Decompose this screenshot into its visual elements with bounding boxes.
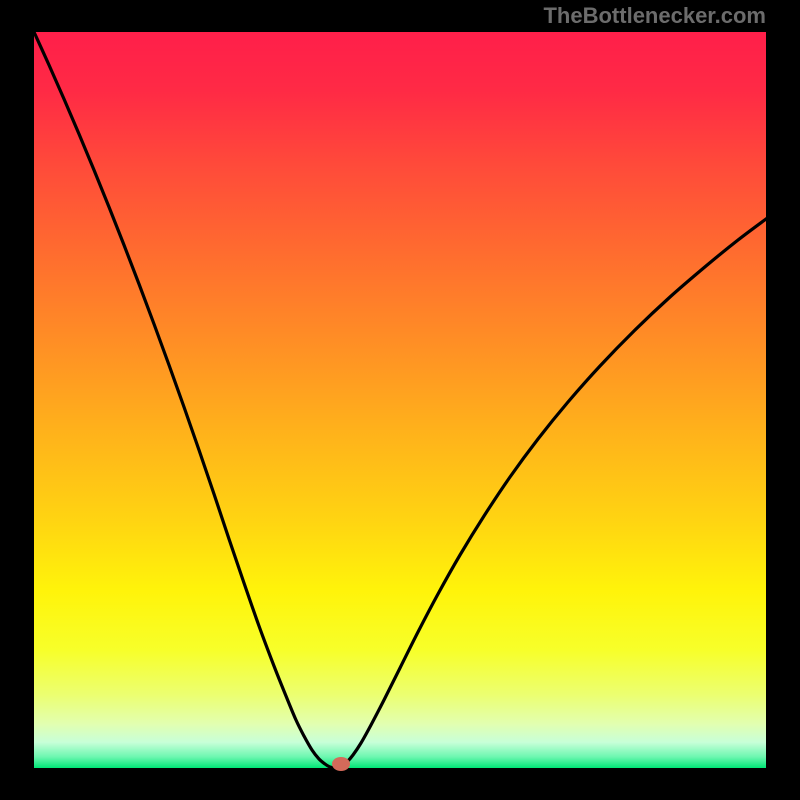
- bottleneck-curve: [0, 0, 800, 800]
- curve-path: [34, 32, 768, 768]
- watermark-text: TheBottlenecker.com: [543, 3, 766, 29]
- chart-frame: TheBottlenecker.com: [0, 0, 800, 800]
- min-marker: [332, 757, 350, 771]
